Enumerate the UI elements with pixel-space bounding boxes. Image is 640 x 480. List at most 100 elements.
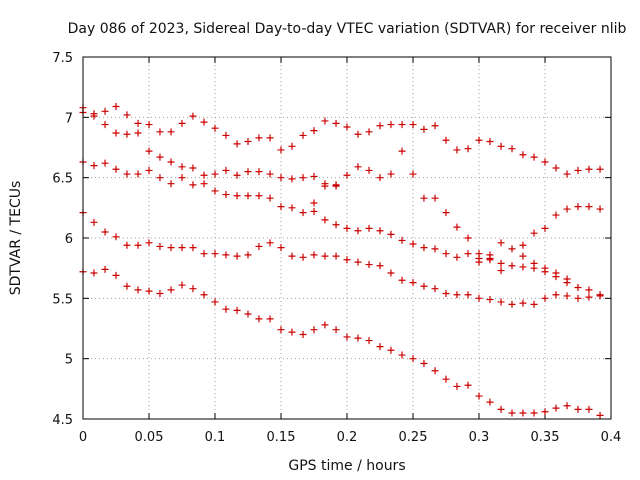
data-point — [244, 168, 252, 176]
data-point — [255, 242, 263, 250]
data-point — [145, 121, 153, 129]
data-point — [541, 224, 549, 232]
data-point — [409, 170, 417, 178]
data-point — [508, 262, 516, 270]
x-tick-label: 0.15 — [267, 430, 296, 445]
data-point — [376, 343, 384, 351]
data-point — [277, 146, 285, 154]
data-point — [123, 130, 131, 138]
data-point — [332, 119, 340, 127]
data-point — [376, 174, 384, 182]
data-point — [189, 244, 197, 252]
data-point — [508, 145, 516, 153]
data-point — [519, 252, 527, 260]
data-point — [552, 291, 560, 299]
data-point — [145, 239, 153, 247]
x-tick-label: 0.25 — [399, 430, 428, 445]
data-point — [530, 153, 538, 161]
data-point — [585, 286, 593, 294]
data-point — [387, 269, 395, 277]
data-point — [596, 165, 604, 173]
data-point — [574, 283, 582, 291]
y-tick-label: 6.5 — [52, 172, 73, 187]
data-point — [112, 165, 120, 173]
data-point — [552, 404, 560, 412]
data-point — [244, 137, 252, 145]
data-point — [178, 244, 186, 252]
data-point — [398, 121, 406, 129]
data-point — [189, 164, 197, 172]
data-point — [299, 331, 307, 339]
y-tick-label: 7.5 — [52, 51, 73, 66]
data-point — [101, 121, 109, 129]
data-point — [321, 180, 329, 188]
data-point — [332, 326, 340, 334]
data-point — [255, 134, 263, 142]
data-point — [178, 119, 186, 127]
x-tick-label: 0.05 — [135, 430, 164, 445]
data-point — [288, 204, 296, 212]
data-point — [519, 299, 527, 307]
data-point — [519, 241, 527, 249]
data-point — [211, 187, 219, 195]
data-point — [464, 145, 472, 153]
data-point — [134, 119, 142, 127]
data-point — [167, 286, 175, 294]
data-point — [145, 287, 153, 295]
data-point — [519, 263, 527, 271]
data-point — [475, 136, 483, 144]
data-point — [574, 405, 582, 413]
data-point — [200, 118, 208, 126]
data-point — [200, 180, 208, 188]
data-point — [266, 134, 274, 142]
data-point — [211, 250, 219, 258]
data-point — [332, 252, 340, 260]
data-point — [354, 258, 362, 266]
data-point — [90, 218, 98, 226]
data-point — [563, 402, 571, 410]
data-point — [123, 111, 131, 119]
data-point — [530, 229, 538, 237]
data-point — [222, 131, 230, 139]
data-point — [453, 382, 461, 390]
data-point — [277, 326, 285, 334]
data-point — [497, 239, 505, 247]
data-point — [343, 171, 351, 179]
grid-lines — [83, 57, 611, 419]
data-point — [101, 228, 109, 236]
data-point — [497, 405, 505, 413]
data-point — [277, 203, 285, 211]
data-point — [255, 168, 263, 176]
data-point — [354, 334, 362, 342]
data-point — [486, 137, 494, 145]
data-point — [365, 337, 373, 345]
data-point — [431, 122, 439, 130]
data-point — [464, 291, 472, 299]
data-point — [398, 276, 406, 284]
data-point — [189, 181, 197, 189]
data-point — [178, 163, 186, 171]
data-point — [310, 127, 318, 135]
data-point — [409, 121, 417, 129]
data-point — [453, 253, 461, 261]
data-point — [266, 170, 274, 178]
data-point — [585, 405, 593, 413]
data-point — [167, 180, 175, 188]
data-point — [156, 242, 164, 250]
data-point — [398, 147, 406, 155]
data-point — [365, 261, 373, 269]
y-tick-label: 5 — [65, 353, 73, 368]
data-point — [486, 398, 494, 406]
data-point — [244, 192, 252, 200]
data-point — [563, 205, 571, 213]
data-point — [90, 162, 98, 170]
data-point — [442, 136, 450, 144]
chart-title: Day 086 of 2023, Sidereal Day-to-day VTE… — [68, 21, 627, 37]
data-point — [530, 409, 538, 417]
data-point — [354, 227, 362, 235]
data-point — [442, 250, 450, 258]
x-tick-label: 0.3 — [469, 430, 490, 445]
data-point — [497, 142, 505, 150]
data-point — [233, 171, 241, 179]
data-point — [508, 409, 516, 417]
